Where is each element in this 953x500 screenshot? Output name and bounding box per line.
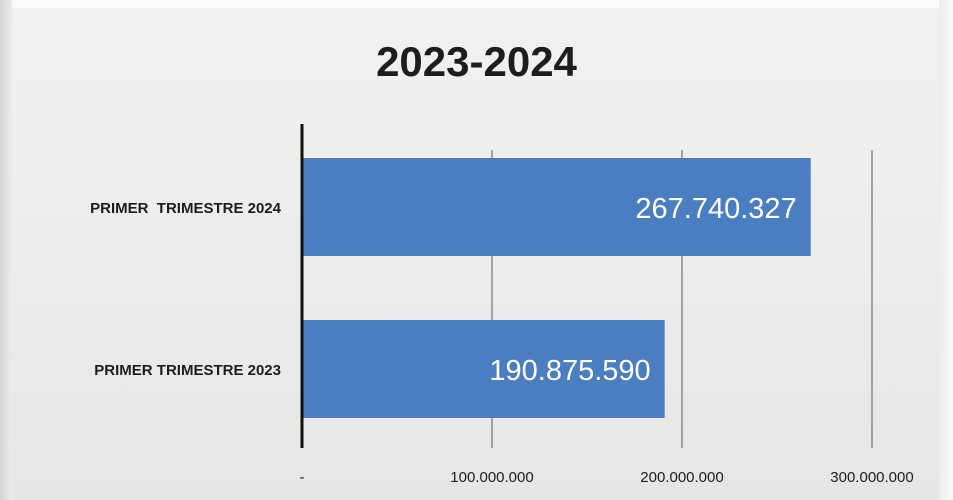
photo-edge-right (939, 0, 953, 500)
x-tick-label: 100.000.000 (450, 469, 533, 486)
x-tick-label: 200.000.000 (640, 469, 723, 486)
bar-value-label: 267.740.327 (635, 193, 796, 225)
bar-value-label: 190.875.590 (489, 355, 650, 387)
chart-title: 2023-2024 (376, 38, 577, 85)
x-tick-label: 300.000.000 (830, 469, 913, 486)
x-tick-label: - (300, 469, 305, 486)
category-label: PRIMER TRIMESTRE 2023 (94, 362, 281, 379)
category-label: PRIMER TRIMESTRE 2024 (90, 200, 282, 217)
bar (303, 158, 811, 256)
bar (303, 320, 665, 418)
photo-edge-top (0, 0, 953, 8)
photo-edge-left (0, 0, 12, 500)
